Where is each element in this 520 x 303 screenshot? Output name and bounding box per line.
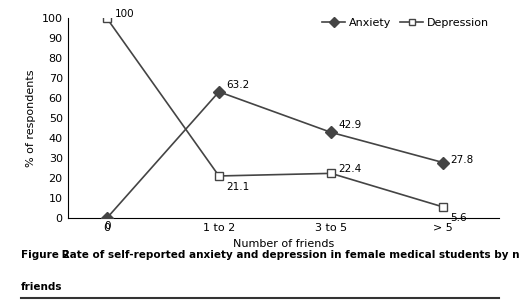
Text: 5.6: 5.6 — [450, 213, 467, 223]
Y-axis label: % of respondents: % of respondents — [26, 69, 36, 167]
X-axis label: Number of friends: Number of friends — [233, 238, 334, 248]
Text: 0: 0 — [104, 221, 111, 231]
Text: friends: friends — [21, 282, 62, 292]
Text: Rate of self-reported anxiety and depression in female medical students by numbe: Rate of self-reported anxiety and depres… — [58, 250, 520, 260]
Text: 42.9: 42.9 — [338, 120, 361, 130]
Text: 21.1: 21.1 — [226, 182, 249, 192]
Text: Figure 2: Figure 2 — [21, 250, 70, 260]
Text: 100: 100 — [115, 9, 135, 19]
Text: 63.2: 63.2 — [226, 80, 249, 90]
Text: 27.8: 27.8 — [450, 155, 473, 165]
Text: 22.4: 22.4 — [338, 164, 361, 174]
Legend: Anxiety, Depression: Anxiety, Depression — [318, 14, 493, 33]
